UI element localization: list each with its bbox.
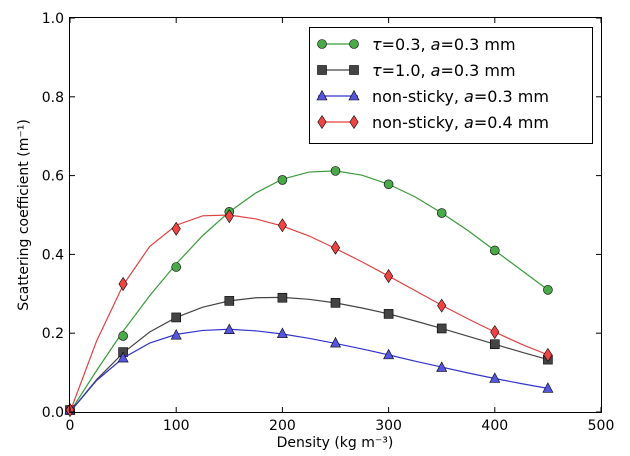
legend-entry-2: τ=1.0, a=0.3 mm (317, 61, 516, 80)
data-point (489, 245, 500, 256)
x-tick-label: 300 (375, 418, 402, 434)
data-point (489, 372, 501, 383)
y-tick-label: 1.0 (42, 11, 64, 27)
legend-entry-1: τ=0.3, a=0.3 mm (317, 35, 516, 54)
y-tick-label: 0.0 (42, 405, 64, 421)
data-point (171, 312, 181, 323)
legend-entry-3: non-sticky, a=0.3 mm (316, 87, 549, 106)
data-point (276, 327, 288, 338)
y-axis-label: Scattering coefficient (m⁻¹) (16, 119, 32, 311)
data-point (437, 298, 447, 313)
data-point (330, 240, 341, 255)
data-point (224, 296, 235, 306)
legend-entry-4: non-sticky, a=0.4 mm (317, 113, 549, 132)
data-point (330, 166, 341, 176)
data-point (383, 309, 394, 319)
data-point (383, 348, 395, 360)
x-tick-label: 500 (588, 418, 615, 434)
legend-marker (317, 65, 327, 75)
data-point (436, 323, 447, 334)
series-line (69, 296, 549, 413)
data-point (436, 361, 448, 372)
data-point (223, 323, 235, 334)
legend-label: non-sticky, a=0.4 mm (372, 113, 549, 132)
legend-marker (348, 89, 360, 101)
data-point (277, 292, 288, 303)
legend-marker (349, 114, 359, 130)
legend: τ=0.3, a=0.3 mm τ=1.0, a=0.3 mm non-sticky… (309, 27, 593, 144)
data-point (384, 269, 394, 284)
data-point (330, 336, 341, 348)
data-point (117, 351, 129, 363)
x-axis-label: Density (kg m⁻³) (277, 435, 394, 451)
axis-ticks: 0 100 200 300 400 500 0.0 0.2 0.4 0.6 0.8 1.0 (42, 11, 615, 434)
plot-frame (69, 17, 602, 413)
data-point (490, 324, 500, 340)
x-tick-label: 400 (481, 418, 508, 434)
data-point (330, 298, 341, 308)
legend-marker (349, 65, 359, 75)
series-1 (65, 166, 553, 415)
x-tick-label: 200 (269, 418, 296, 434)
data-point (543, 347, 553, 362)
data-point (489, 339, 500, 350)
series-line (69, 328, 549, 413)
data-point (542, 382, 554, 393)
plot-area (64, 166, 554, 418)
legend-marker (316, 89, 328, 101)
data-point (171, 262, 181, 272)
series-line (69, 214, 549, 413)
series-4 (65, 209, 553, 418)
data-point (118, 331, 128, 341)
y-tick-label: 0.2 (42, 326, 64, 342)
data-point (543, 285, 553, 295)
y-tick-label: 0.4 (42, 247, 64, 263)
legend-label: τ=1.0, a=0.3 mm (372, 61, 516, 80)
data-point (118, 276, 128, 292)
data-point (277, 218, 287, 233)
legend-label: τ=0.3, a=0.3 mm (372, 35, 516, 54)
series-3 (64, 323, 554, 415)
y-tick-label: 0.6 (42, 169, 64, 185)
x-tick-label: 0 (66, 418, 75, 434)
legend-label: non-sticky, a=0.3 mm (372, 87, 549, 106)
legend-marker (317, 39, 327, 49)
data-point (171, 221, 181, 236)
legend-marker (317, 114, 327, 130)
series-line (69, 170, 549, 413)
y-tick-label: 0.8 (42, 90, 64, 106)
data-point (170, 329, 182, 340)
legend-marker (349, 39, 359, 49)
data-point (436, 208, 447, 218)
data-point (383, 179, 394, 190)
data-point (224, 209, 234, 224)
x-tick-label: 100 (163, 418, 190, 434)
data-point (277, 175, 288, 185)
